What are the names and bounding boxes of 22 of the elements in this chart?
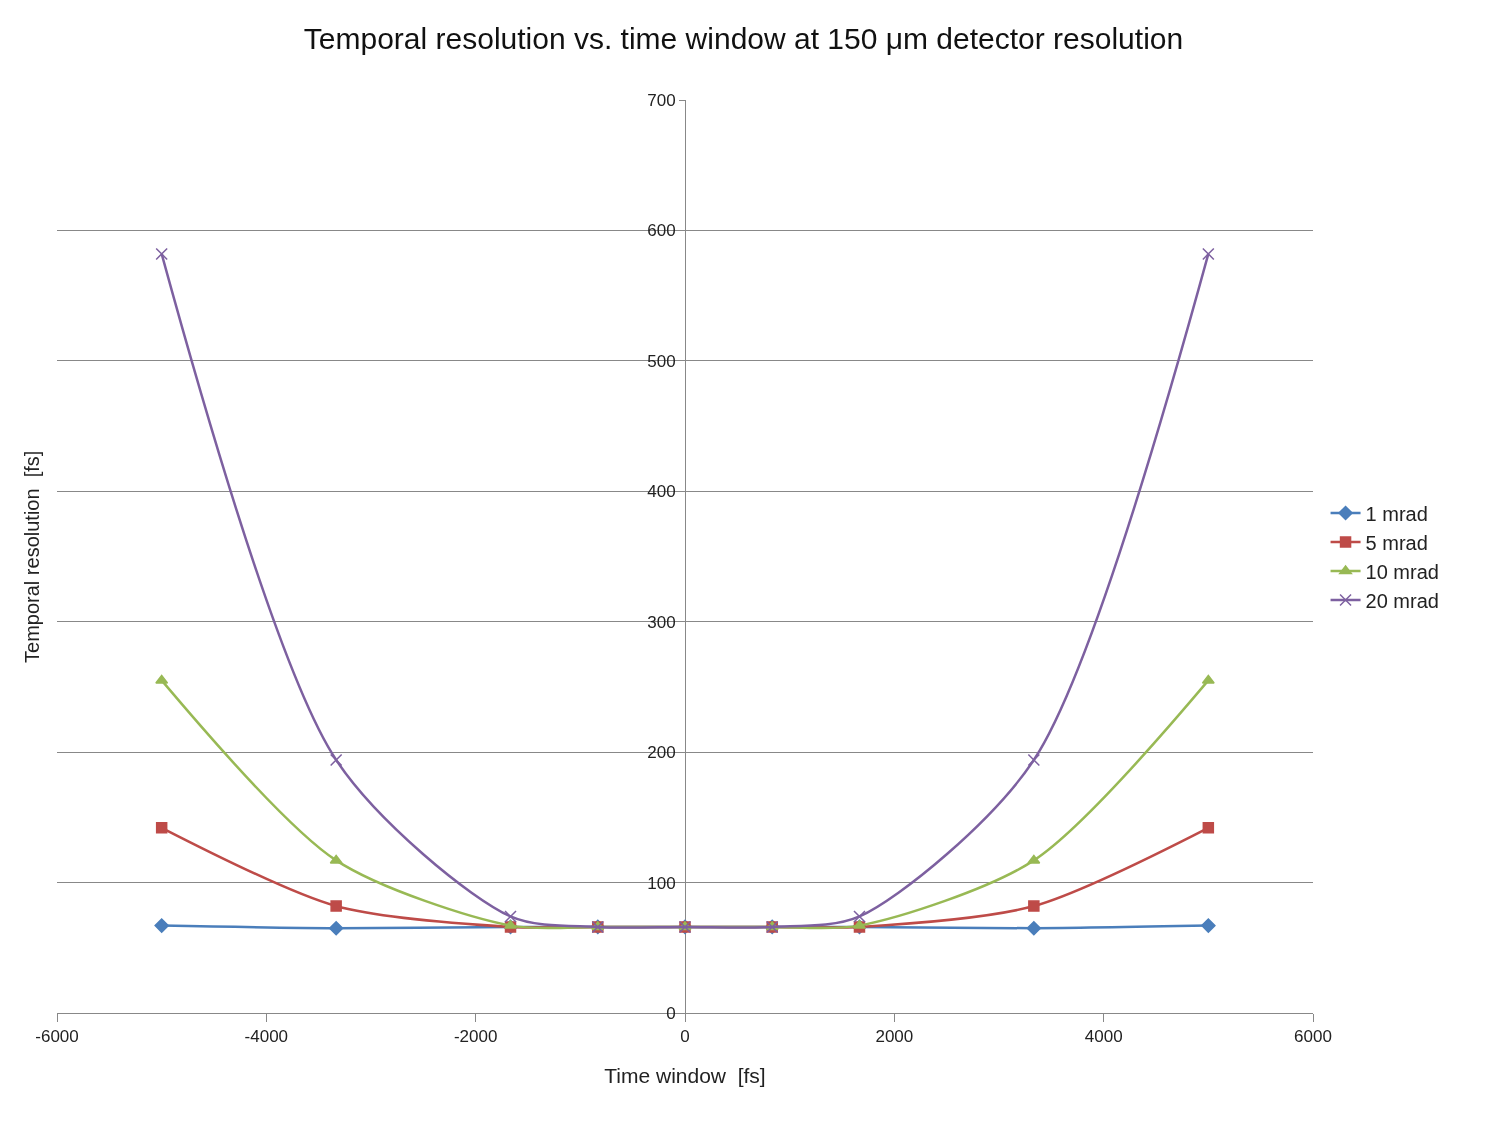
y-tick-label: 300 <box>647 612 676 632</box>
legend-label: 10 mrad <box>1365 560 1439 583</box>
y-tick-label: 700 <box>647 90 676 110</box>
legend-label: 20 mrad <box>1365 589 1439 612</box>
y-tick-label: 200 <box>647 743 676 763</box>
x-tick-label: 2000 <box>875 1027 914 1047</box>
x-tick-label: -6000 <box>35 1027 79 1047</box>
y-tick-label: 600 <box>647 221 676 241</box>
y-axis-title: Temporal resolution [fs] <box>20 450 43 663</box>
x-tick-label: 6000 <box>1294 1027 1332 1047</box>
x-tick-label: 0 <box>680 1027 690 1047</box>
x-axis-title: Time window [fs] <box>604 1063 766 1087</box>
x-tick-label: -4000 <box>244 1027 289 1047</box>
legend-label: 5 mrad <box>1365 531 1428 554</box>
x-tick-label: -2000 <box>453 1027 498 1047</box>
y-tick-label: 500 <box>647 351 676 371</box>
y-tick-label: 0 <box>666 1003 676 1023</box>
legend-label: 1 mrad <box>1365 502 1428 525</box>
y-tick-label: 400 <box>647 482 676 502</box>
y-tick-label: 100 <box>647 873 676 893</box>
x-tick-label: 4000 <box>1084 1027 1123 1047</box>
chart-title: Temporal resolution vs. time window at 150 μm detector resolution <box>303 22 1184 56</box>
